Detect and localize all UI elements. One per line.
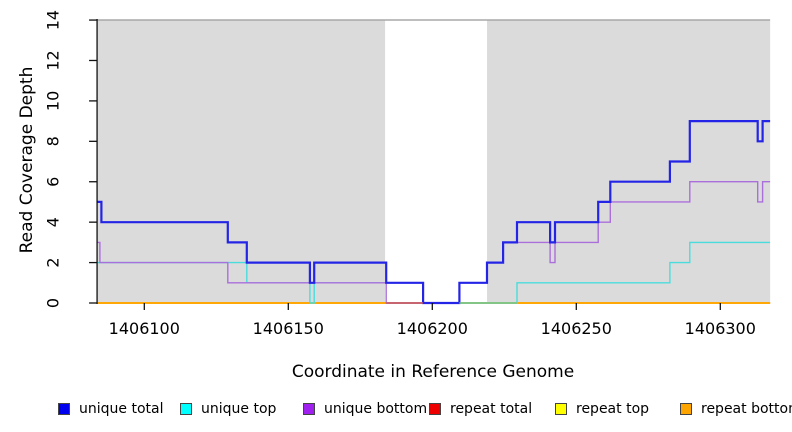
legend-swatch-icon bbox=[303, 403, 315, 415]
legend-item-unique-top: unique top bbox=[180, 401, 276, 417]
y-tick-label: 4 bbox=[44, 217, 63, 227]
y-tick-label: 2 bbox=[44, 257, 63, 267]
x-tick-label: 1406100 bbox=[109, 319, 180, 338]
x-tick-label: 1406150 bbox=[253, 319, 324, 338]
legend-label: unique total bbox=[79, 401, 164, 417]
series-unique-bottom bbox=[97, 181, 771, 304]
y-tick-label: 6 bbox=[44, 177, 63, 187]
background-band bbox=[97, 20, 386, 304]
legend-label: repeat top bbox=[576, 401, 650, 417]
y-tick-label: 10 bbox=[44, 91, 63, 111]
legend-label: repeat total bbox=[450, 401, 533, 417]
legend-item-repeat-total: repeat total bbox=[429, 401, 532, 417]
legend-swatch-icon bbox=[680, 403, 692, 415]
y-tick-label: 14 bbox=[44, 10, 63, 30]
background-band bbox=[487, 20, 771, 304]
legend-item-repeat-bottom: repeat bottom bbox=[680, 401, 792, 417]
legend-item-repeat-top: repeat top bbox=[555, 401, 649, 417]
x-tick-label: 1406200 bbox=[397, 319, 468, 338]
legend-item-unique-bottom: unique bottom bbox=[303, 401, 427, 417]
y-tick-label: 12 bbox=[44, 50, 63, 70]
x-tick-label: 1406300 bbox=[685, 319, 756, 338]
legend-label: unique bottom bbox=[324, 401, 428, 417]
legend-swatch-icon bbox=[180, 403, 192, 415]
y-tick-label: 8 bbox=[44, 136, 63, 146]
y-tick-label: 0 bbox=[44, 298, 63, 308]
legend-item-unique-total: unique total bbox=[58, 401, 163, 417]
legend-swatch-icon bbox=[429, 403, 441, 415]
series-unique-total bbox=[97, 120, 771, 305]
legend-label: repeat bottom bbox=[701, 401, 792, 417]
legend-swatch-icon bbox=[555, 403, 567, 415]
x-tick-label: 1406250 bbox=[541, 319, 612, 338]
x-axis-title: Coordinate in Reference Genome bbox=[291, 362, 575, 382]
legend-label: unique top bbox=[201, 401, 277, 417]
y-axis-title: Read Coverage Depth bbox=[17, 66, 37, 254]
legend-swatch-icon bbox=[58, 403, 70, 415]
